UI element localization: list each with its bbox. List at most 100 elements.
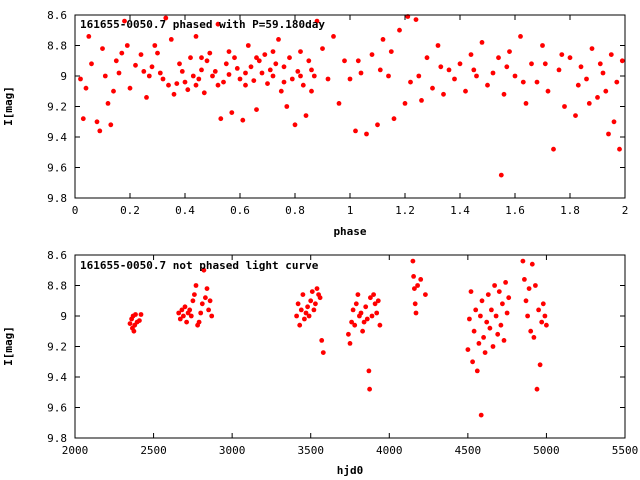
- phased-point: [289, 76, 295, 82]
- phased-point: [201, 90, 207, 96]
- unphased-point: [188, 313, 194, 319]
- unphased-xtick-label: 3000: [219, 444, 246, 457]
- phased-point: [397, 27, 402, 33]
- phased-point: [234, 66, 240, 71]
- unphased-point: [360, 328, 365, 334]
- phased-point: [369, 52, 375, 57]
- unphased-point: [474, 368, 480, 374]
- phased-point: [518, 34, 523, 39]
- unphased-point: [363, 304, 369, 310]
- phased-point: [520, 79, 526, 85]
- phased-point: [512, 73, 518, 79]
- phased-point: [336, 101, 342, 106]
- phased-point: [413, 17, 419, 22]
- phased-point: [221, 79, 226, 85]
- phased-point: [468, 52, 474, 57]
- phased-point: [325, 76, 331, 82]
- unphased-points: [127, 258, 549, 418]
- phased-point: [223, 61, 229, 67]
- unphased-point: [308, 298, 314, 304]
- unphased-point: [371, 292, 376, 297]
- phased-point: [529, 61, 534, 67]
- phased-xtick-label: 0.6: [230, 204, 250, 217]
- phased-point: [226, 49, 232, 54]
- phased-point: [496, 55, 501, 61]
- unphased-point: [181, 313, 186, 319]
- unphased-point: [176, 310, 182, 316]
- unphased-point: [309, 289, 315, 294]
- phased-point: [122, 18, 127, 24]
- unphased-xtick-label: 5000: [533, 444, 560, 457]
- unphased-point: [536, 307, 541, 313]
- unphased-point: [531, 335, 537, 340]
- unphased-point: [346, 331, 351, 337]
- phased-ytick-label: 9.2: [47, 101, 67, 114]
- unphased-ytick-label: 8.6: [47, 249, 67, 262]
- phased-xtick-label: 0.4: [175, 204, 195, 217]
- phased-point: [479, 40, 485, 45]
- unphased-point: [377, 322, 383, 328]
- unphased-point: [361, 319, 367, 325]
- unphased-point: [355, 292, 361, 297]
- phased-point: [342, 58, 347, 64]
- unphased-point: [184, 319, 190, 325]
- phased-point: [309, 88, 314, 94]
- unphased-point: [471, 328, 477, 334]
- unphased-point: [495, 331, 501, 337]
- phased-xtick-label: 0.2: [120, 204, 140, 217]
- phased-point: [193, 34, 199, 39]
- phased-point: [144, 95, 149, 100]
- unphased-point: [533, 283, 538, 288]
- phased-point: [474, 73, 479, 79]
- unphased-point: [347, 341, 353, 346]
- phased-point: [78, 76, 83, 82]
- phased-point: [586, 101, 592, 106]
- phased-point: [575, 82, 581, 88]
- phased-xtick-label: 0: [72, 204, 79, 217]
- phased-point: [573, 113, 578, 118]
- phased-point: [402, 101, 408, 106]
- unphased-point: [465, 347, 471, 352]
- unphased-point: [198, 310, 204, 316]
- phased-point: [347, 76, 353, 82]
- unphased-point: [526, 286, 532, 291]
- phased-point: [386, 73, 391, 79]
- unphased-point: [366, 368, 372, 374]
- unphased-xtick-label: 2500: [140, 444, 167, 457]
- unphased-point: [349, 319, 354, 325]
- phased-point: [551, 146, 556, 152]
- unphased-point: [358, 310, 364, 316]
- phased-point: [556, 67, 562, 73]
- phased-point: [353, 128, 358, 134]
- unphased-point: [479, 298, 485, 304]
- phased-point: [501, 91, 507, 97]
- unphased-point: [303, 310, 309, 316]
- phased-point: [89, 61, 94, 67]
- phased-point: [619, 58, 625, 64]
- unphased-ytick-label: 9.6: [47, 402, 67, 415]
- phased-point: [149, 64, 155, 70]
- phased-ylabel: I[mag]: [2, 86, 15, 126]
- phased-point: [218, 116, 224, 122]
- phased-point: [452, 76, 457, 82]
- phased-point: [113, 58, 119, 64]
- phased-point: [617, 146, 622, 152]
- unphased-point: [317, 295, 323, 301]
- phased-point: [177, 61, 182, 67]
- unphased-point: [193, 283, 199, 288]
- unphased-point: [313, 301, 318, 307]
- phased-point: [193, 82, 199, 88]
- unphased-point: [423, 292, 428, 297]
- unphased-point: [350, 307, 356, 313]
- phased-point: [105, 101, 111, 106]
- phased-point: [545, 88, 551, 94]
- unphased-point: [501, 338, 507, 343]
- phased-point: [86, 34, 92, 39]
- phased-point: [243, 82, 248, 88]
- phased-ytick-label: 9.8: [47, 192, 67, 205]
- unphased-point: [412, 286, 417, 291]
- phased-point: [534, 79, 540, 85]
- phased-point: [441, 91, 446, 97]
- unphased-point: [412, 301, 418, 307]
- unphased-point: [537, 362, 543, 368]
